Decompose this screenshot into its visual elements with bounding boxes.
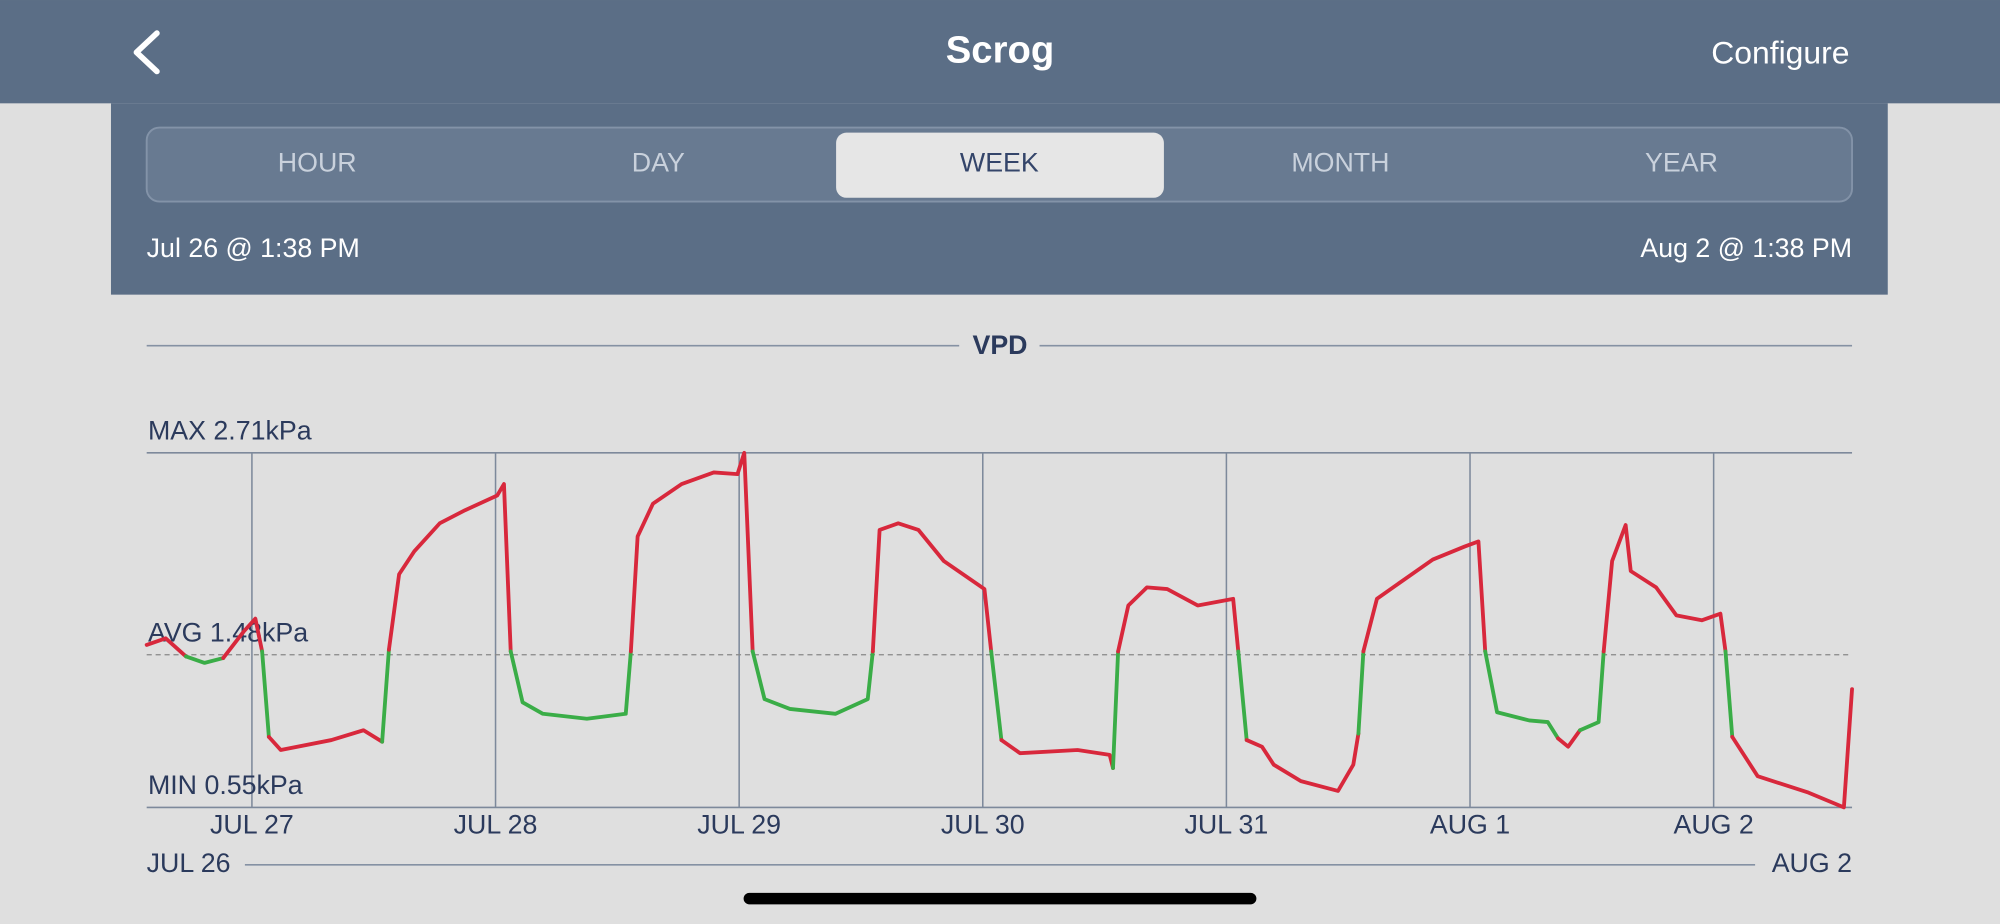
vpd-line (386, 482, 513, 654)
vpd-line (750, 649, 875, 716)
vpd-line (1556, 728, 1582, 749)
segment-option[interactable]: MONTH (1291, 148, 1389, 178)
range-start-label: JUL 26 (147, 848, 231, 878)
vpd-line (1578, 649, 1606, 733)
range-start: Jul 26 @ 1:38 PM (147, 233, 360, 263)
vpd-line (999, 738, 1115, 770)
vpd-line (989, 649, 1004, 742)
vpd-line (1244, 731, 1361, 793)
segment-option[interactable]: YEAR (1645, 148, 1718, 178)
vpd-line (1730, 687, 1854, 810)
nav-bar (0, 0, 2000, 104)
x-tick-label: JUL 31 (1184, 810, 1268, 840)
x-tick-label: JUL 29 (697, 810, 781, 840)
segment-option[interactable]: WEEK (960, 148, 1039, 178)
segment-option[interactable]: HOUR (278, 148, 357, 178)
y-tick-label: AVG 1.48kPa (148, 617, 308, 647)
vpd-line (380, 647, 391, 744)
range-end-label: AUG 2 (1772, 848, 1852, 878)
home-indicator (743, 892, 1257, 905)
vpd-line (1723, 649, 1735, 739)
vpd-line (1483, 649, 1560, 741)
vpd-line (1111, 649, 1121, 770)
vpd-line (1601, 523, 1728, 654)
range-end: Aug 2 @ 1:38 PM (1640, 233, 1852, 263)
vpd-line (1116, 585, 1241, 654)
x-tick-label: JUL 28 (454, 810, 538, 840)
vpd-line (508, 649, 633, 721)
x-tick-label: AUG 2 (1673, 810, 1753, 840)
y-tick-label: MIN 0.55kPa (148, 770, 303, 800)
chart-title: VPD (972, 330, 1027, 360)
vpd-line (266, 728, 385, 752)
vpd-line (260, 649, 271, 739)
nav-title: Scrog (946, 28, 1054, 71)
x-tick-label: AUG 1 (1430, 810, 1510, 840)
vpd-line (1236, 649, 1249, 742)
y-tick-label: MAX 2.71kPa (148, 415, 312, 445)
x-tick-label: JUL 30 (941, 810, 1025, 840)
segment-selected (836, 132, 1164, 198)
vpd-line (221, 616, 265, 660)
vpd-line (1361, 539, 1488, 654)
vpd-line (144, 636, 188, 659)
vpd-line (628, 450, 755, 654)
vpd-line (870, 521, 994, 654)
vpd-line (184, 654, 226, 665)
x-tick-label: JUL 27 (210, 810, 294, 840)
back-button[interactable] (133, 30, 160, 75)
vpd-line (1356, 649, 1366, 736)
segment-option[interactable]: DAY (632, 148, 685, 178)
configure-button[interactable]: Configure (1711, 34, 1849, 70)
